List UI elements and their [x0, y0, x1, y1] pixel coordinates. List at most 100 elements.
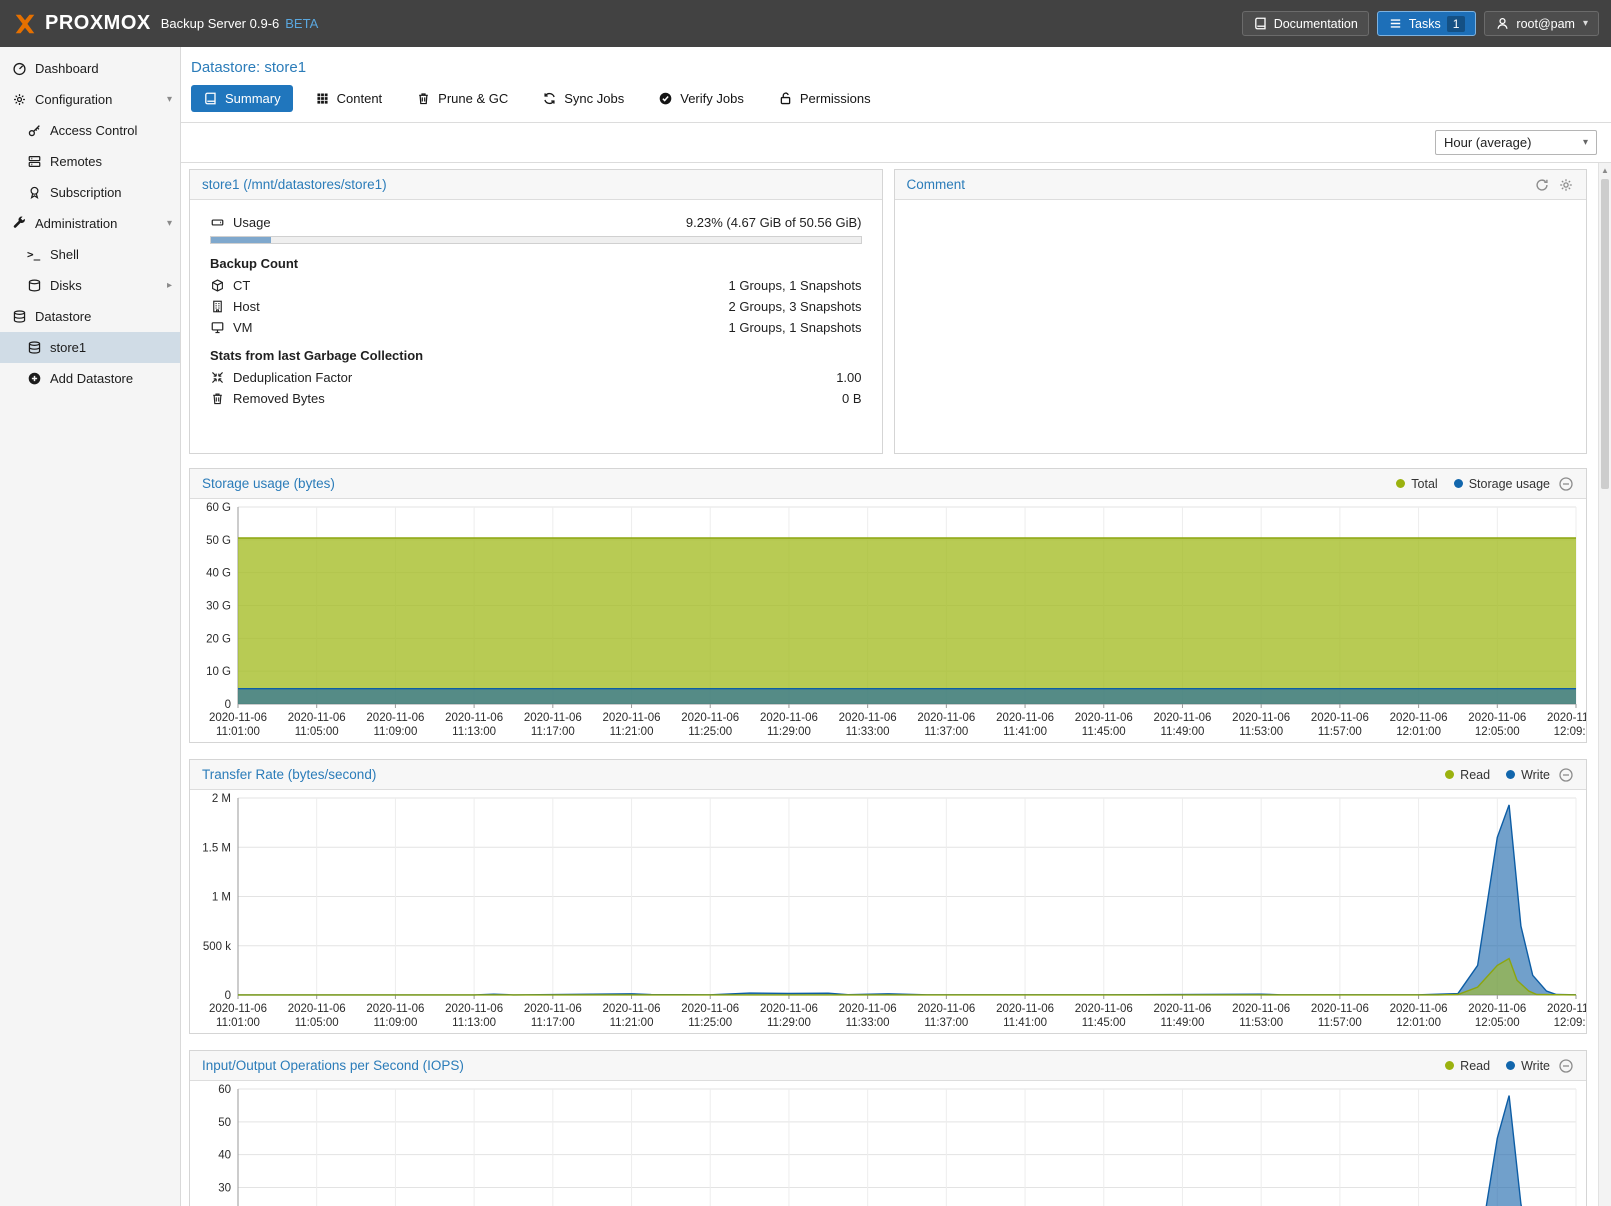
reload-icon[interactable]	[1534, 177, 1550, 193]
check-circle-icon	[658, 91, 673, 106]
svg-text:20 G: 20 G	[206, 633, 231, 645]
brand-text: PROXMOX	[45, 12, 151, 34]
sidebar-item-datastore[interactable]: Datastore	[0, 301, 180, 332]
usage-label: Usage	[233, 215, 271, 230]
tab-label: Verify Jobs	[680, 91, 744, 106]
svg-text:11:17:00: 11:17:00	[531, 1017, 575, 1029]
legend-dot	[1445, 770, 1455, 779]
svg-text:11:37:00: 11:37:00	[924, 1017, 968, 1029]
legend-write[interactable]: Write	[1506, 768, 1550, 782]
monitor-icon	[210, 320, 225, 335]
comment-body[interactable]	[895, 200, 1587, 453]
trash-icon	[210, 391, 225, 406]
collapse-icon[interactable]	[1558, 476, 1574, 492]
user-menu-button[interactable]: root@pam ▾	[1484, 11, 1599, 36]
caret-down-icon: ▾	[166, 94, 172, 105]
disk-icon	[27, 278, 42, 293]
iops-panel: Input/Output Operations per Second (IOPS…	[189, 1050, 1587, 1206]
documentation-button[interactable]: Documentation	[1241, 11, 1369, 36]
ct-label: CT	[233, 278, 251, 293]
svg-text:12:05:00: 12:05:00	[1475, 726, 1520, 738]
svg-text:2020-11-06: 2020-11-06	[524, 712, 582, 724]
usage-row: Usage 9.23% (4.67 GiB of 50.56 GiB)	[210, 212, 862, 233]
sidebar-item-access-control[interactable]: Access Control	[0, 115, 180, 146]
tab-verify-jobs[interactable]: Verify Jobs	[646, 85, 756, 112]
svg-text:40 G: 40 G	[206, 568, 231, 580]
sidebar-item-disks[interactable]: Disks ▸	[0, 270, 180, 301]
tab-prune-gc[interactable]: Prune & GC	[404, 85, 520, 112]
user-icon	[1495, 16, 1510, 31]
collapse-icon[interactable]	[1558, 1058, 1574, 1074]
chart-svg: 0 500 k 1 M 1.5 M 2 M 2020-11-06 11:01:00 2020-…	[202, 793, 1586, 1029]
sidebar-item-shell[interactable]: >_ Shell	[0, 239, 180, 270]
tab-content[interactable]: Content	[303, 85, 395, 112]
ribbon-icon	[27, 185, 42, 200]
terminal-icon: >_	[27, 248, 41, 261]
svg-text:0: 0	[225, 990, 231, 1002]
svg-text:12:09:00: 12:09:00	[1554, 726, 1586, 738]
sidebar-item-add-datastore[interactable]: Add Datastore	[0, 363, 180, 394]
svg-text:11:29:00: 11:29:00	[767, 726, 811, 738]
svg-text:50 G: 50 G	[206, 535, 231, 547]
sidebar-item-label: Dashboard	[35, 61, 99, 76]
svg-text:2020-11-06: 2020-11-06	[209, 712, 267, 724]
gc-heading: Stats from last Garbage Collection	[210, 348, 424, 363]
hdd-icon	[210, 215, 225, 230]
beta-link[interactable]: BETA	[285, 16, 319, 31]
app-subtitle: Backup Server 0.9-6	[160, 16, 280, 31]
svg-text:11:37:00: 11:37:00	[924, 726, 968, 738]
scroll-up-arrow-icon[interactable]: ▲	[1601, 166, 1609, 175]
proxmox-x-icon	[12, 11, 38, 37]
tab-sync-jobs[interactable]: Sync Jobs	[530, 85, 636, 112]
svg-text:11:53:00: 11:53:00	[1239, 726, 1283, 738]
transfer-chart-title: Transfer Rate (bytes/second)	[202, 767, 377, 782]
svg-text:2020-11-06: 2020-11-06	[288, 712, 346, 724]
plus-circle-icon	[27, 371, 42, 386]
host-label: Host	[233, 299, 260, 314]
legend-read[interactable]: Read	[1445, 768, 1490, 782]
svg-text:2020-11-06: 2020-11-06	[1075, 1003, 1133, 1015]
proxmox-logo: PROXMOX	[12, 11, 151, 37]
sidebar-item-subscription[interactable]: Subscription	[0, 177, 180, 208]
vertical-scrollbar[interactable]: ▲	[1598, 163, 1611, 1206]
legend-dot	[1506, 770, 1516, 779]
backup-count-heading: Backup Count	[210, 256, 299, 271]
key-icon	[27, 123, 42, 138]
tab-permissions[interactable]: Permissions	[766, 85, 883, 112]
legend-label: Storage usage	[1468, 476, 1550, 491]
scrollbar-thumb[interactable]	[1601, 179, 1609, 489]
svg-text:11:09:00: 11:09:00	[373, 1017, 417, 1029]
collapse-icon[interactable]	[1558, 767, 1574, 783]
svg-text:11:49:00: 11:49:00	[1161, 726, 1205, 738]
tab-label: Content	[336, 91, 383, 106]
svg-text:12:09:00: 12:09:00	[1554, 1017, 1586, 1029]
sidebar-item-remotes[interactable]: Remotes	[0, 146, 180, 177]
sidebar-item-administration[interactable]: Administration ▾	[0, 208, 180, 239]
legend-total[interactable]: Total	[1396, 477, 1438, 491]
svg-text:12:01:00: 12:01:00	[1396, 1017, 1441, 1029]
sidebar-item-store1[interactable]: store1	[0, 332, 180, 363]
sidebar-item-label: Subscription	[50, 185, 122, 200]
timeframe-select[interactable]: Hour (average) ▾	[1435, 130, 1597, 155]
svg-text:11:41:00: 11:41:00	[1003, 726, 1047, 738]
tasks-button[interactable]: Tasks 1	[1376, 11, 1477, 36]
svg-text:11:13:00: 11:13:00	[452, 726, 496, 738]
cube-icon	[210, 278, 225, 293]
legend-storage-usage[interactable]: Storage usage	[1453, 476, 1550, 491]
usage-value: 9.23% (4.67 GiB of 50.56 GiB)	[685, 215, 862, 230]
gear-icon[interactable]	[1558, 177, 1574, 193]
chart-svg: 01020304050602020-11-0611:01:002020-11-0…	[218, 1084, 1577, 1206]
svg-text:2020-11-06: 2020-11-06	[1232, 712, 1290, 724]
legend-read[interactable]: Read	[1445, 1059, 1490, 1073]
sidebar-item-label: Disks	[50, 278, 82, 293]
legend-write[interactable]: Write	[1506, 1059, 1550, 1073]
svg-text:11:09:00: 11:09:00	[373, 726, 417, 738]
tab-summary[interactable]: Summary	[191, 85, 293, 112]
database-icon	[27, 340, 42, 355]
iops-chart: 01020304050602020-11-0611:01:002020-11-0…	[190, 1081, 1586, 1206]
vm-value: 1 Groups, 1 Snapshots	[728, 320, 862, 335]
sidebar-item-configuration[interactable]: Configuration ▾	[0, 84, 180, 115]
store-summary-panel: store1 (/mnt/datastores/store1) Usage 9.…	[189, 169, 883, 454]
sidebar-item-dashboard[interactable]: Dashboard	[0, 53, 180, 84]
svg-text:11:25:00: 11:25:00	[688, 1017, 732, 1029]
